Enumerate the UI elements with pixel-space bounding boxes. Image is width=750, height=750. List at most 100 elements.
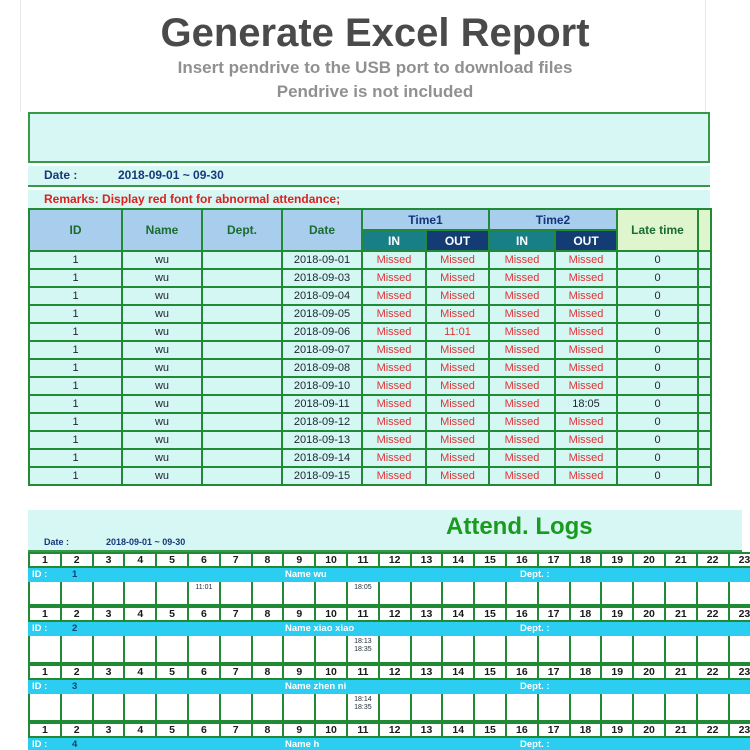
col-header-time2-in: IN — [488, 229, 556, 252]
attendance-cell: Missed — [488, 268, 556, 288]
log-times-cell — [666, 694, 698, 720]
log-time-entry: 18:05 — [354, 584, 372, 591]
attendance-cell: Missed — [554, 358, 618, 378]
log-times-cell — [30, 694, 62, 720]
log-name-label: Name xiao xiao — [285, 623, 355, 634]
attendance-cell: Missed — [361, 340, 427, 360]
log-day-number: 16 — [507, 724, 539, 736]
page-title: Generate Excel Report — [160, 11, 590, 55]
log-day-number: 21 — [666, 724, 698, 736]
log-times-row: 18:13 18:35 — [28, 636, 750, 664]
attendance-cell: Missed — [554, 286, 618, 306]
log-day-number: 6 — [189, 554, 221, 566]
log-times-cell — [571, 636, 603, 662]
log-day-number: 10 — [316, 608, 348, 620]
col-header-id: ID — [28, 208, 123, 252]
log-day-number: 1 — [30, 554, 62, 566]
attendance-cell: 0 — [616, 448, 699, 468]
log-day-number: 5 — [157, 554, 189, 566]
attendance-cell: 1 — [28, 394, 123, 414]
attendance-cell: 0 — [616, 466, 699, 486]
attendance-cell: 0 — [616, 412, 699, 432]
log-times-cell: 18:05 — [348, 582, 380, 604]
attendance-cell: Missed — [361, 286, 427, 306]
log-day-number: 11 — [348, 554, 380, 566]
log-day-number: 5 — [157, 666, 189, 678]
log-day-number: 16 — [507, 666, 539, 678]
log-times-cell — [443, 694, 476, 720]
log-day-number: 3 — [94, 554, 126, 566]
attendance-row: 1 wu 2018-09-03 Missed Missed Missed Missed 0 — [28, 268, 712, 288]
log-id-number: 2 — [72, 623, 78, 634]
attend-logs-title: Attend. Logs — [446, 513, 593, 540]
log-times-cell — [125, 694, 158, 720]
log-times-cell — [602, 582, 635, 604]
attendance-cell: 0 — [616, 304, 699, 324]
attendance-cell: 2018-09-15 — [281, 466, 363, 486]
log-times-cell — [634, 582, 666, 604]
col-header-time1-out: OUT — [425, 229, 490, 252]
log-day-number: 23 — [730, 724, 750, 736]
col-header-dept: Dept. — [201, 208, 283, 252]
log-day-number: 22 — [698, 666, 730, 678]
attendance-row: 1 wu 2018-09-01 Missed Missed Missed Missed 0 — [28, 250, 712, 270]
log-day-number: 23 — [730, 608, 750, 620]
attendance-cell: Missed — [425, 286, 490, 306]
attendance-cell: 11:01 — [425, 322, 490, 342]
log-times-cell — [412, 582, 444, 604]
attendance-cell: 1 — [28, 448, 123, 468]
attendance-cell — [201, 340, 283, 360]
attendance-row: 1 wu 2018-09-11 Missed Missed Missed 18:05 0 — [28, 394, 712, 414]
attendance-cell: Missed — [488, 376, 556, 396]
log-day-number: 8 — [253, 608, 285, 620]
log-day-number: 20 — [634, 608, 666, 620]
attendance-cell — [697, 412, 712, 432]
attendance-cell — [697, 286, 712, 306]
log-times-cell — [380, 582, 412, 604]
attendance-cell: 1 — [28, 430, 123, 450]
log-times-cell: 18:13 18:35 — [348, 636, 380, 662]
log-day-number: 21 — [666, 666, 698, 678]
log-day-number: 1 — [30, 608, 62, 620]
logs-date-label: Date : — [44, 537, 70, 547]
attendance-table: ID Name Dept. Date Time1 Time2 Late time… — [28, 208, 712, 486]
log-day-number: 14 — [443, 608, 476, 620]
log-id-number: 3 — [72, 681, 78, 692]
log-day-number: 4 — [125, 554, 158, 566]
attendance-row: 1 wu 2018-09-13 Missed Missed Missed Missed 0 — [28, 430, 712, 450]
log-times-cell — [730, 636, 750, 662]
attendance-cell: 1 — [28, 268, 123, 288]
log-day-number: 12 — [380, 554, 412, 566]
log-dept-label: Dept. : — [520, 681, 550, 692]
date-value: 2018-09-01 ~ 09-30 — [118, 168, 224, 182]
attendance-cell: Missed — [425, 340, 490, 360]
attendance-cell: Missed — [361, 268, 427, 288]
log-times-cell — [380, 636, 412, 662]
log-day-number: 17 — [539, 666, 571, 678]
log-day-number: 13 — [412, 666, 444, 678]
attendance-cell: Missed — [425, 466, 490, 486]
log-times-cell — [189, 636, 221, 662]
log-day-number: 5 — [157, 724, 189, 736]
attendance-cell: Missed — [554, 268, 618, 288]
log-day-number: 9 — [284, 554, 317, 566]
attendance-cell: 1 — [28, 376, 123, 396]
attendance-cell: Missed — [554, 376, 618, 396]
log-times-cell — [539, 582, 571, 604]
log-times-cell — [412, 694, 444, 720]
log-times-cell — [602, 694, 635, 720]
attendance-cell — [697, 358, 712, 378]
report-top-band — [28, 112, 710, 163]
attendance-cell: Missed — [425, 448, 490, 468]
log-times-row: 18:14 18:35 — [28, 694, 750, 722]
log-day-number: 10 — [316, 724, 348, 736]
log-times-cell — [571, 694, 603, 720]
attendance-row: 1 wu 2018-09-06 Missed 11:01 Missed Missed 0 — [28, 322, 712, 342]
attendance-cell: Missed — [361, 304, 427, 324]
log-times-cell — [30, 582, 62, 604]
attendance-row: 1 wu 2018-09-07 Missed Missed Missed Missed 0 — [28, 340, 712, 360]
attendance-row: 1 wu 2018-09-04 Missed Missed Missed Missed 0 — [28, 286, 712, 306]
log-day-number: 2 — [62, 724, 94, 736]
attendance-cell: wu — [121, 268, 203, 288]
